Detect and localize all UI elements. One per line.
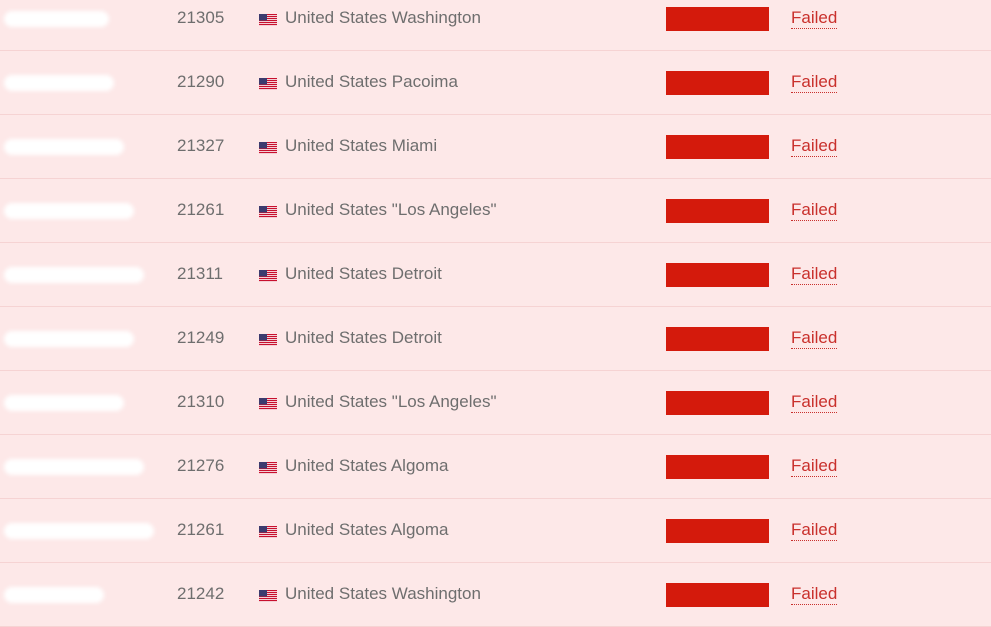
redacted-ip: [4, 331, 134, 347]
port: 21305: [177, 8, 225, 27]
location: United States Algoma: [285, 456, 449, 475]
flag: [259, 397, 277, 415]
table-row: 21305 United States Washington Failed: [0, 0, 991, 51]
redacted-ip: [4, 267, 144, 283]
table-row: 21310 United States "Los Angeles" Failed: [0, 371, 991, 435]
flag: [259, 333, 277, 351]
table-row: 21242 United States Washington Failed: [0, 563, 991, 627]
table-row: 21276 United States Algoma Failed: [0, 435, 991, 499]
flag: [259, 205, 277, 223]
port: 21249: [177, 328, 225, 347]
location: United States Detroit: [285, 264, 442, 283]
status-bar: [666, 519, 769, 543]
status-link[interactable]: Failed: [791, 8, 838, 29]
location: United States Detroit: [285, 328, 442, 347]
flag: [259, 461, 277, 479]
us-flag: [259, 526, 277, 538]
status-bar: [666, 391, 769, 415]
status-link[interactable]: Failed: [791, 520, 838, 541]
table-row: 21249 United States Detroit Failed: [0, 307, 991, 371]
port: 21327: [177, 136, 225, 155]
location: United States Miami: [285, 136, 438, 155]
port: 21290: [177, 72, 225, 91]
table-row: 21327 United States Miami Failed: [0, 115, 991, 179]
status-bar: [666, 135, 769, 159]
status-link[interactable]: Failed: [791, 456, 838, 477]
redacted-ip: [4, 459, 144, 475]
port: 21310: [177, 392, 225, 411]
port: 21242: [177, 584, 225, 603]
redacted-ip: [4, 523, 154, 539]
status-link[interactable]: Failed: [791, 264, 838, 285]
redacted-ip: [4, 587, 104, 603]
status-link[interactable]: Failed: [791, 392, 838, 413]
flag: [259, 589, 277, 607]
port: 21261: [177, 520, 225, 539]
status-bar: [666, 71, 769, 95]
status-link[interactable]: Failed: [791, 328, 838, 349]
us-flag: [259, 78, 277, 90]
us-flag: [259, 142, 277, 154]
status-link[interactable]: Failed: [791, 72, 838, 93]
table-row: 21290 United States Pacoima Failed: [0, 51, 991, 115]
status-bar: [666, 199, 769, 223]
status-bar: [666, 583, 769, 607]
us-flag: [259, 398, 277, 410]
redacted-ip: [4, 11, 109, 27]
us-flag: [259, 334, 277, 346]
status-link[interactable]: Failed: [791, 200, 838, 221]
redacted-ip: [4, 75, 114, 91]
status-link[interactable]: Failed: [791, 584, 838, 605]
location: United States "Los Angeles": [285, 392, 497, 411]
port: 21261: [177, 200, 225, 219]
redacted-ip: [4, 203, 134, 219]
status-link[interactable]: Failed: [791, 136, 838, 157]
location: United States "Los Angeles": [285, 200, 497, 219]
status-bar: [666, 455, 769, 479]
flag: [259, 13, 277, 31]
status-bar: [666, 7, 769, 31]
location: United States Algoma: [285, 520, 449, 539]
location: United States Washington: [285, 584, 481, 603]
redacted-ip: [4, 395, 124, 411]
location: United States Pacoima: [285, 72, 458, 91]
status-bar: [666, 263, 769, 287]
us-flag: [259, 462, 277, 474]
table-row: 21261 United States Algoma Failed: [0, 499, 991, 563]
us-flag: [259, 270, 277, 282]
flag: [259, 141, 277, 159]
flag: [259, 77, 277, 95]
table-row: 21261 United States "Los Angeles" Failed: [0, 179, 991, 243]
port: 21311: [177, 264, 224, 283]
us-flag: [259, 14, 277, 26]
redacted-ip: [4, 139, 124, 155]
us-flag: [259, 206, 277, 218]
flag: [259, 269, 277, 287]
port: 21276: [177, 456, 225, 475]
flag: [259, 525, 277, 543]
location: United States Washington: [285, 8, 481, 27]
table-row: 21311 United States Detroit Failed: [0, 243, 991, 307]
us-flag: [259, 590, 277, 602]
status-bar: [666, 327, 769, 351]
